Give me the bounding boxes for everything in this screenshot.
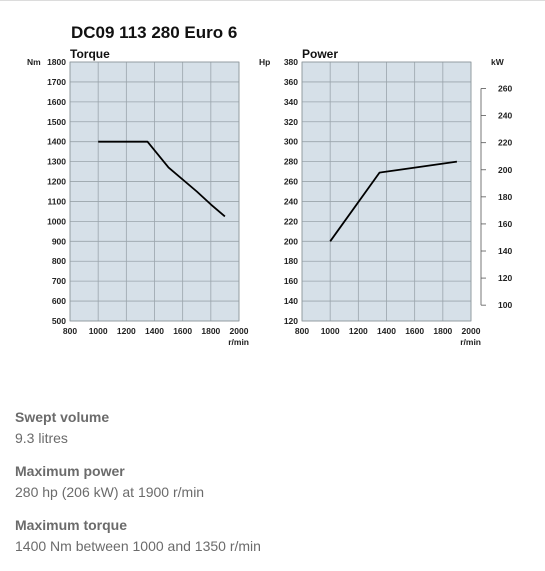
x-tick-label: 1000	[89, 326, 108, 336]
secondary-tick-label: 240	[498, 111, 512, 121]
spec-swept-volume: Swept volume 9.3 litres	[15, 409, 515, 463]
spec-maximum-torque: Maximum torque 1400 Nm between 1000 and …	[15, 517, 515, 571]
x-tick-label: 1800	[201, 326, 220, 336]
x-axis-label: r/min	[460, 337, 481, 347]
y-tick-label: 260	[284, 177, 298, 187]
y-axis-label: Nm	[27, 57, 41, 67]
y-tick-label: 1100	[48, 196, 67, 206]
y-tick-label: 1000	[47, 216, 66, 226]
y-tick-label: 1200	[47, 177, 66, 187]
y-tick-label: 1300	[47, 157, 66, 167]
spec-value: 1400 Nm between 1000 and 1350 r/min	[15, 538, 261, 554]
spec-label: Maximum torque	[15, 517, 128, 533]
x-axis-label: r/min	[228, 337, 249, 347]
engine-performance-figure: DC09 113 280 Euro 6 Torque 500 600 700 800 90…	[27, 23, 512, 347]
y-tick-label: 700	[52, 276, 66, 286]
secondary-tick-label: 200	[498, 165, 512, 175]
y-tick-label: 320	[284, 117, 298, 127]
y-tick-label: 160	[284, 276, 298, 286]
secondary-tick-label: 220	[498, 138, 512, 148]
secondary-tick-label: 120	[498, 273, 512, 283]
x-tick-label: 1000	[321, 326, 340, 336]
y-tick-label: 1400	[47, 137, 66, 147]
y-tick-label: 280	[284, 157, 298, 167]
y-tick-label: 1800	[47, 57, 66, 67]
y-tick-label: 600	[52, 296, 66, 306]
y-tick-label: 120	[284, 316, 298, 326]
x-tick-label: 2000	[230, 326, 249, 336]
chart-title: Torque	[70, 47, 110, 61]
chart-title: Power	[302, 47, 338, 61]
y-tick-label: 1500	[47, 117, 66, 127]
spec-value: 280 hp (206 kW) at 1900 r/min	[15, 484, 205, 500]
secondary-tick-label: 180	[498, 192, 512, 202]
spec-value: 9.3 litres	[15, 430, 68, 446]
top-divider	[0, 0, 545, 1]
x-tick-label: 1200	[117, 326, 136, 336]
plot-border	[69, 61, 240, 322]
spec-label: Swept volume	[15, 409, 110, 425]
secondary-tick-label: 160	[498, 219, 512, 229]
y-tick-label: 800	[52, 256, 66, 266]
plot-border	[301, 61, 472, 322]
y-tick-label: 1700	[47, 77, 66, 87]
x-tick-label: 1400	[377, 326, 396, 336]
x-tick-label: 1800	[433, 326, 452, 336]
engine-specs: Swept volume 9.3 litres Maximum power 28…	[15, 409, 515, 571]
series-line	[98, 140, 226, 218]
y-tick-label: 300	[284, 137, 298, 147]
power-chart: Power 120 140 160 180 200 220 240 260 280 300 320 34…	[259, 47, 512, 347]
y-tick-label: 380	[284, 57, 298, 67]
spec-maximum-power: Maximum power 280 hp (206 kW) at 1900 r/…	[15, 463, 515, 517]
y-tick-label: 500	[52, 316, 66, 326]
y-axis-label: Hp	[259, 57, 270, 67]
x-tick-label: 1200	[349, 326, 368, 336]
y-tick-label: 360	[284, 77, 298, 87]
torque-chart: Torque 500 600 700 800 900 1000 1100 1200 1300 140…	[27, 47, 249, 347]
x-tick-label: 1400	[145, 326, 164, 336]
spec-label: Maximum power	[15, 463, 125, 479]
secondary-tick-label: 100	[498, 300, 512, 310]
x-tick-label: 800	[63, 326, 77, 336]
y-tick-label: 200	[284, 236, 298, 246]
x-tick-label: 1600	[173, 326, 192, 336]
secondary-tick-label: 140	[498, 246, 512, 256]
y-tick-label: 340	[284, 97, 298, 107]
y-tick-label: 900	[52, 236, 66, 246]
y-tick-label: 220	[284, 216, 298, 226]
secondary-tick-label: 260	[498, 84, 512, 94]
x-tick-label: 1600	[405, 326, 424, 336]
series-line	[329, 160, 458, 242]
figure-title: DC09 113 280 Euro 6	[71, 23, 237, 42]
y-tick-label: 1600	[47, 97, 66, 107]
y-tick-label: 240	[284, 196, 298, 206]
y-tick-label: 140	[284, 296, 298, 306]
secondary-axis-label: kW	[491, 57, 505, 67]
x-tick-label: 2000	[462, 326, 481, 336]
y-tick-label: 180	[284, 256, 298, 266]
x-tick-label: 800	[295, 326, 309, 336]
